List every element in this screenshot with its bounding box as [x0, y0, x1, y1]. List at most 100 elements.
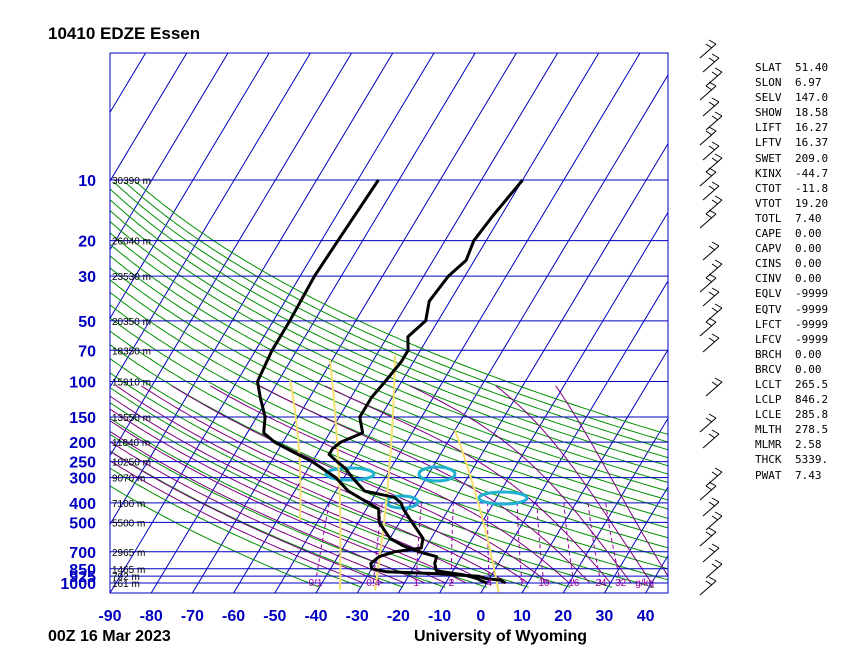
- mixing-ratio-label: 2: [449, 578, 455, 589]
- wind-barb: [699, 43, 717, 59]
- index-value: 265.5: [795, 377, 829, 391]
- temperature-trace: [327, 179, 524, 585]
- index-row: LCLT 265.5: [755, 377, 828, 392]
- wind-barb: [702, 57, 720, 73]
- wind-barb: [699, 130, 717, 146]
- height-label: 23530 m: [112, 272, 151, 283]
- index-row: CAPE 0.00: [755, 226, 828, 241]
- chart-title: 10410 EDZE Essen: [48, 24, 201, 43]
- index-row: CINS 0.00: [755, 256, 828, 271]
- isotherm: [110, 53, 229, 251]
- pressure-label: 150: [69, 410, 96, 427]
- index-row: SHOW 18.58: [755, 105, 828, 120]
- dry-adiabat: [110, 344, 668, 581]
- pressure-label: 20: [78, 234, 96, 251]
- pressure-label: 400: [69, 496, 96, 513]
- sounding-date: 00Z 16 Mar 2023: [48, 628, 171, 645]
- wind-barbs: [699, 39, 723, 596]
- temperature-axis-labels: -90 -80 -70 -60 -50 -40 -30 -20 -10 0 10 20 30 40: [98, 608, 654, 625]
- index-value: 0.00: [795, 257, 822, 271]
- index-row: SELV 147.0: [755, 90, 828, 105]
- wind-barb: [699, 85, 717, 101]
- dry-adiabat: [110, 387, 571, 588]
- isotherm: [0, 53, 63, 593]
- index-value: 19.20: [795, 196, 829, 210]
- wind-barb: [705, 471, 723, 487]
- mixing-ratio-label: 4: [487, 578, 493, 589]
- temperature-tick-label: -90: [98, 608, 121, 625]
- data-traces: [256, 179, 524, 585]
- index-key: LFTV: [755, 136, 782, 150]
- dry-adiabat: [110, 433, 446, 588]
- mixing-ratio-label: 16: [568, 578, 580, 589]
- index-key: LFCT: [755, 317, 782, 331]
- index-value: -44.7: [795, 166, 829, 180]
- dry-adiabat: [110, 188, 668, 459]
- pressure-label: 30: [78, 269, 96, 286]
- dry-adiabat: [110, 402, 529, 588]
- mixing-ratio-label: 24: [595, 578, 607, 589]
- height-label: 9070 m: [112, 474, 145, 485]
- index-key: CINV: [755, 272, 782, 286]
- pressure-label: 70: [78, 343, 96, 360]
- pressure-label: 200: [69, 435, 96, 452]
- index-value: 18.58: [795, 106, 829, 120]
- index-value: 0.00: [795, 227, 822, 241]
- index-row: SLAT 51.40: [755, 60, 828, 75]
- index-key: EQLV: [755, 287, 782, 301]
- isotherm: [150, 53, 476, 593]
- index-key: SHOW: [755, 106, 782, 120]
- index-row: LFTV 16.37: [755, 135, 828, 150]
- temperature-tick-label: -10: [428, 608, 451, 625]
- parcel-trace: [374, 354, 396, 591]
- pressure-label: 300: [69, 471, 96, 488]
- height-label: 792 m: [112, 572, 140, 583]
- moist-adiabat: [409, 385, 632, 584]
- index-value: 7.40: [795, 211, 822, 225]
- index-key: SELV: [755, 91, 782, 105]
- chart-frame: [109, 52, 669, 594]
- index-value: 6.97: [795, 76, 822, 90]
- wind-barb: [699, 417, 717, 433]
- dewpoint-trace: [256, 179, 488, 585]
- dry-adiabat: [110, 357, 655, 588]
- index-key: SLON: [755, 76, 782, 90]
- index-row: EQLV -9999: [755, 286, 828, 301]
- dry-adiabat: [110, 220, 668, 483]
- dry-adiabat: [110, 417, 488, 588]
- index-row: BRCV 0.00: [755, 362, 828, 377]
- index-value: 147.0: [795, 91, 829, 105]
- isotherm: [645, 554, 668, 593]
- wind-barb: [699, 485, 717, 501]
- index-row: CTOT -11.8: [755, 181, 828, 196]
- index-key: MLTH: [755, 423, 782, 437]
- mixing-ratio-label: 10: [538, 578, 550, 589]
- wind-barb: [705, 263, 723, 279]
- index-key: SLAT: [755, 61, 782, 74]
- wind-barb: [705, 563, 723, 579]
- dry-adiabat: [110, 467, 362, 588]
- isotherm: [110, 53, 188, 182]
- height-label: 30390 m: [112, 176, 151, 187]
- wind-barb: [702, 145, 720, 161]
- index-value: -9999: [795, 332, 829, 346]
- mixing-ratio-label: g/kg: [635, 578, 654, 589]
- wind-barb: [705, 71, 723, 87]
- dry-adiabat: [110, 485, 320, 588]
- temperature-tick-label: -60: [222, 608, 245, 625]
- temperature-tick-label: 40: [637, 608, 655, 625]
- index-key: CAPE: [755, 227, 782, 241]
- pressure-label: 700: [69, 545, 96, 562]
- wind-barb: [702, 501, 720, 517]
- index-key: BRCV: [755, 362, 782, 376]
- sounding-indices-panel: SLAT 51.40 SLON 6.97 SELV 147.0 SHOW 18.58 LIFT 1…: [755, 60, 828, 483]
- dry-adiabat: [110, 243, 668, 501]
- cloud-layer-mark: [417, 465, 457, 483]
- wind-barb: [702, 185, 720, 201]
- wind-barb: [699, 213, 717, 229]
- dry-adiabat: [110, 372, 613, 588]
- temperature-tick-label: -80: [140, 608, 163, 625]
- height-label: 18350 m: [112, 346, 151, 357]
- index-value: 846.2: [795, 393, 829, 407]
- temperature-tick-label: -40: [304, 608, 327, 625]
